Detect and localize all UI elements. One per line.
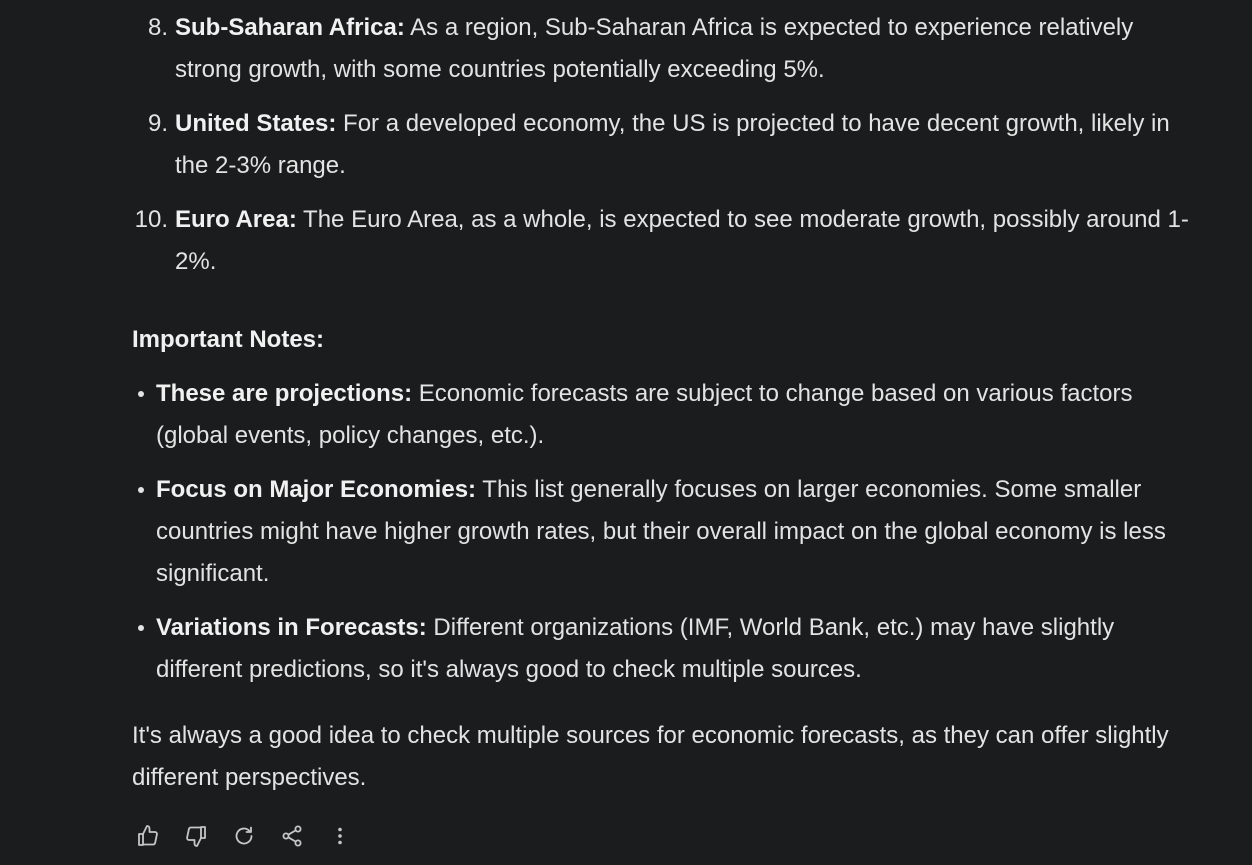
good-response-button[interactable] bbox=[132, 820, 164, 852]
note-item: Focus on Major Economies: This list gene… bbox=[132, 469, 1202, 595]
list-item-text: As a region, Sub-Saharan Africa is expec… bbox=[175, 14, 1134, 83]
regenerate-icon bbox=[235, 826, 253, 845]
list-item-text: The Euro Area, as a whole, is expected t… bbox=[175, 206, 1189, 275]
closing-paragraph: It's always a good idea to check multipl… bbox=[132, 722, 1169, 791]
note-title: Focus on Major Economies: bbox=[156, 476, 477, 503]
list-item-title: Euro Area: bbox=[175, 206, 297, 233]
list-number: 8. bbox=[147, 14, 168, 41]
thumbs-down-icon bbox=[186, 826, 206, 847]
notes-list: These are projections: Economic forecast… bbox=[132, 373, 1202, 691]
list-item-title: Sub-Saharan Africa: bbox=[175, 14, 405, 41]
regenerate-button[interactable] bbox=[228, 820, 260, 852]
bullet-icon bbox=[138, 625, 144, 631]
share-icon bbox=[282, 825, 302, 847]
list-number: 9. bbox=[147, 110, 168, 137]
list-item: 9. United States: For a developed econom… bbox=[132, 103, 1202, 187]
more-vertical-icon bbox=[338, 827, 342, 845]
more-options-button[interactable] bbox=[324, 820, 356, 852]
ranked-list: 8. Sub-Saharan Africa: As a region, Sub-… bbox=[132, 7, 1202, 283]
note-title: Variations in Forecasts: bbox=[156, 614, 427, 641]
note-text: Different organizations (IMF, World Bank… bbox=[156, 614, 1115, 683]
share-button[interactable] bbox=[276, 820, 308, 852]
thumbs-up-icon bbox=[138, 825, 158, 846]
note-item: Variations in Forecasts: Different organ… bbox=[132, 607, 1202, 691]
bad-response-button[interactable] bbox=[180, 820, 212, 852]
notes-heading: Important Notes: bbox=[132, 326, 324, 353]
note-title: These are projections: bbox=[156, 380, 413, 407]
note-text: This list generally focuses on larger ec… bbox=[156, 476, 1166, 587]
list-item-text: For a developed economy, the US is proje… bbox=[175, 110, 1170, 179]
note-item: These are projections: Economic forecast… bbox=[132, 373, 1202, 457]
list-item: 10. Euro Area: The Euro Area, as a whole… bbox=[132, 199, 1202, 283]
list-item-title: United States: bbox=[175, 110, 337, 137]
response-content: 8. Sub-Saharan Africa: As a region, Sub-… bbox=[132, 7, 1202, 799]
bullet-icon bbox=[138, 487, 144, 493]
list-number: 10. bbox=[134, 206, 168, 233]
response-actions bbox=[132, 820, 372, 852]
bullet-icon bbox=[138, 391, 144, 397]
note-text: Economic forecasts are subject to change… bbox=[156, 380, 1133, 449]
list-item: 8. Sub-Saharan Africa: As a region, Sub-… bbox=[132, 7, 1202, 91]
